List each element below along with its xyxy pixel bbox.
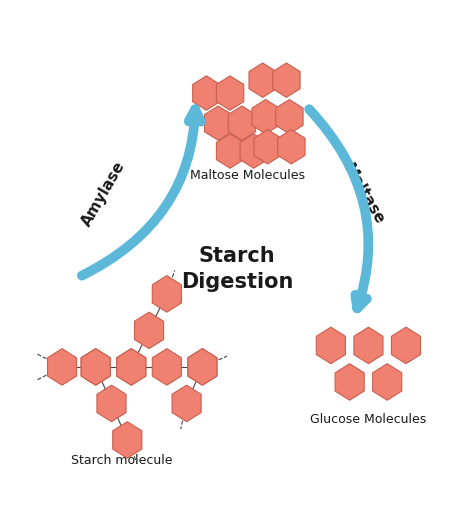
Polygon shape	[81, 349, 110, 385]
Polygon shape	[47, 349, 77, 385]
Text: Amylase: Amylase	[79, 159, 128, 229]
Polygon shape	[249, 64, 276, 98]
Polygon shape	[254, 130, 282, 165]
Polygon shape	[217, 135, 244, 169]
Text: Maltose Molecules: Maltose Molecules	[191, 169, 305, 182]
Polygon shape	[152, 349, 182, 385]
Polygon shape	[152, 276, 182, 313]
Polygon shape	[192, 77, 220, 111]
Polygon shape	[172, 385, 201, 422]
Polygon shape	[278, 130, 305, 165]
Polygon shape	[373, 364, 402, 400]
Polygon shape	[217, 77, 244, 111]
Polygon shape	[204, 107, 232, 141]
Polygon shape	[276, 100, 303, 135]
Polygon shape	[117, 349, 146, 385]
Polygon shape	[240, 135, 267, 169]
Polygon shape	[392, 328, 420, 364]
Text: Starch molecule: Starch molecule	[71, 453, 172, 466]
Polygon shape	[273, 64, 300, 98]
Polygon shape	[113, 422, 142, 458]
Polygon shape	[316, 328, 346, 364]
Polygon shape	[97, 385, 126, 422]
Polygon shape	[188, 349, 217, 385]
Polygon shape	[135, 313, 164, 349]
Text: Glucose Molecules: Glucose Molecules	[310, 412, 427, 425]
Text: Maltase: Maltase	[340, 161, 387, 227]
Polygon shape	[81, 349, 110, 385]
Polygon shape	[335, 364, 364, 400]
Polygon shape	[252, 100, 279, 135]
Polygon shape	[354, 328, 383, 364]
Polygon shape	[228, 107, 255, 141]
Text: Starch
Digestion: Starch Digestion	[181, 245, 293, 292]
Polygon shape	[117, 349, 146, 385]
Polygon shape	[188, 349, 217, 385]
